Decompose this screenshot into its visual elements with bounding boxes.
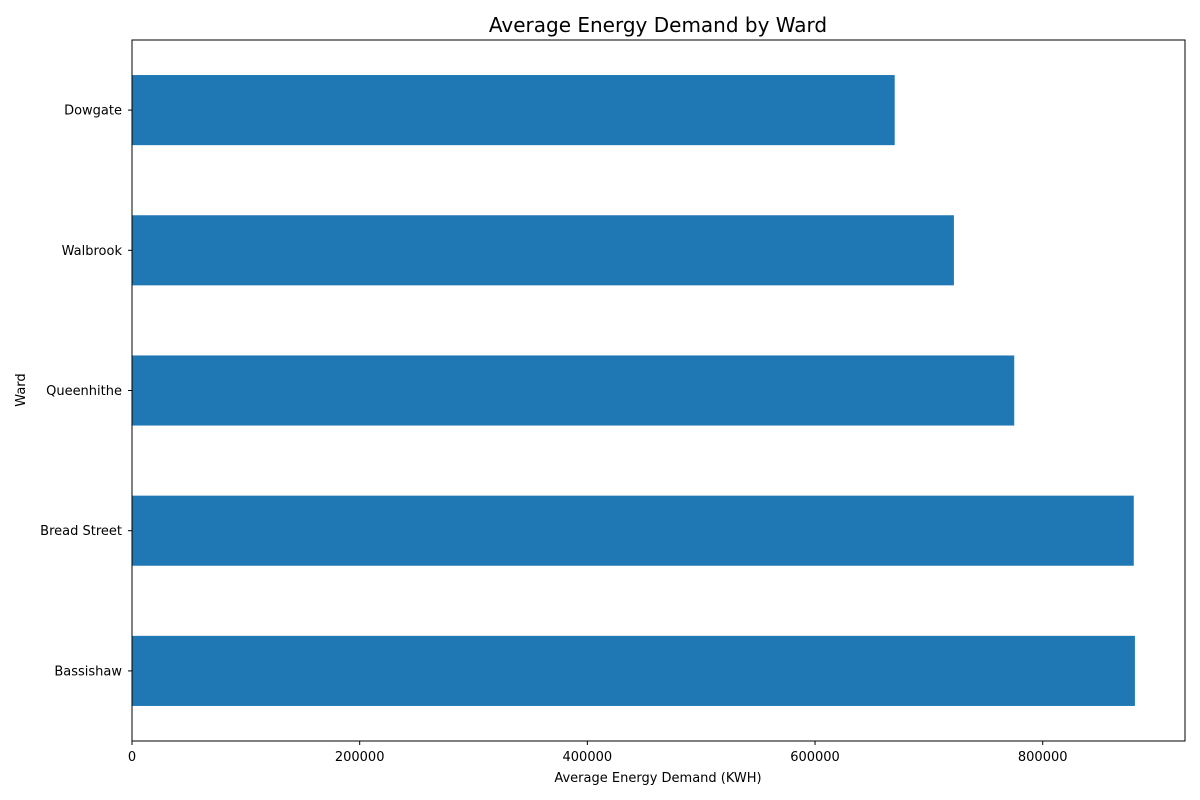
- x-axis-ticks: 0 200000 400000 600000 800000: [128, 741, 1068, 765]
- y-tick-label: Queenhithe: [46, 384, 122, 399]
- y-tick-label: Bassishaw: [54, 664, 122, 679]
- y-axis-ticks: Dowgate Walbrook Queenhithe Bread Street Bas…: [40, 104, 132, 679]
- x-axis-label: Average Energy Demand (KWH): [554, 771, 761, 786]
- y-tick-label: Dowgate: [64, 104, 122, 119]
- bar-bread-street: [132, 495, 1134, 566]
- bar-walbrook: [132, 215, 954, 286]
- bar-bassishaw: [132, 635, 1135, 706]
- x-tick-label: 800000: [1018, 750, 1068, 765]
- x-tick-label: 0: [128, 750, 136, 765]
- y-tick-label: Walbrook: [62, 244, 123, 259]
- x-tick-label: 400000: [563, 750, 613, 765]
- bars-group: [132, 75, 1135, 706]
- x-tick-label: 200000: [335, 750, 385, 765]
- y-tick-label: Bread Street: [40, 524, 122, 539]
- chart-title: Average Energy Demand by Ward: [489, 13, 827, 37]
- bar-dowgate: [132, 75, 895, 146]
- bar-queenhithe: [132, 355, 1015, 426]
- plot-frame: [131, 39, 1186, 742]
- y-axis-label: Ward: [14, 373, 29, 406]
- x-tick-label: 600000: [790, 750, 840, 765]
